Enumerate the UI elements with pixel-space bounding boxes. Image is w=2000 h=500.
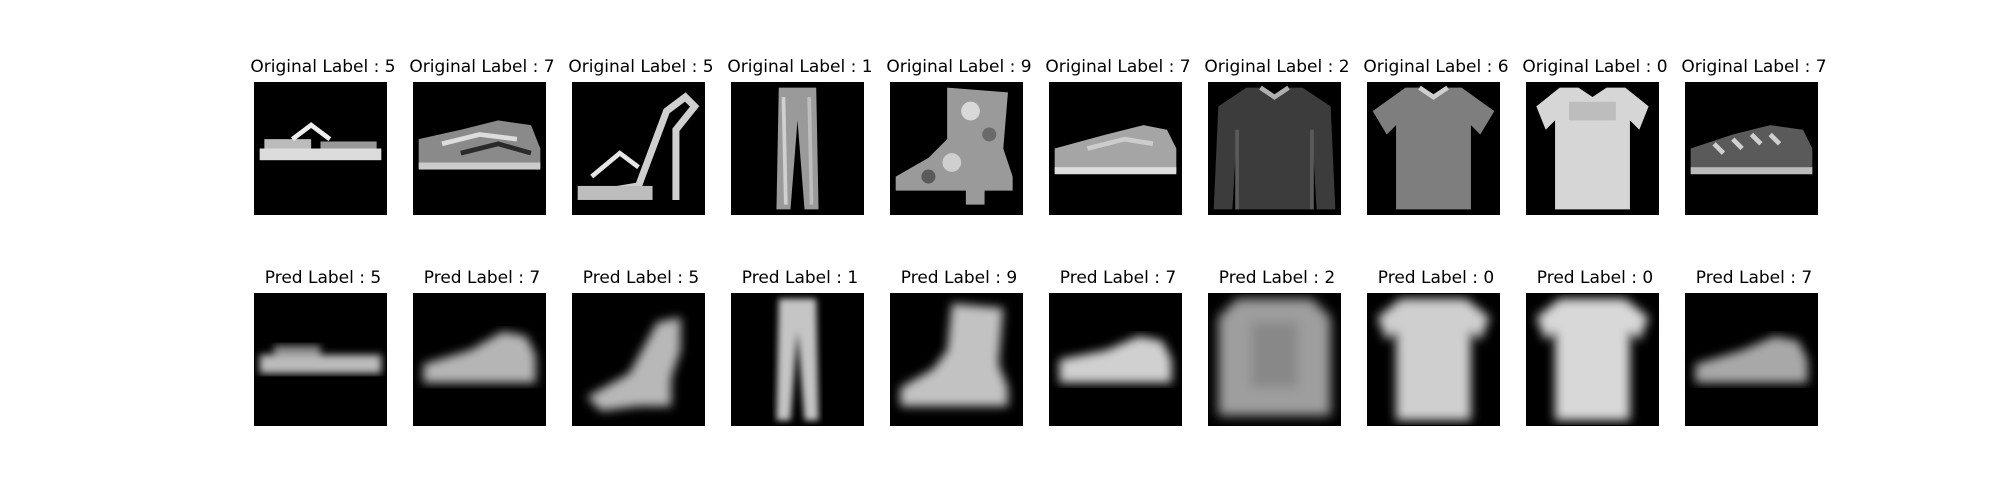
pred-title-9: Pred Label : 0 — [1536, 268, 1654, 288]
original-cell-10: Original Label : 7 — [1674, 55, 1834, 235]
pred-image-3-sandal — [572, 293, 705, 426]
original-image-7-pullover — [1208, 82, 1341, 215]
original-title-4: Original Label : 1 — [727, 57, 873, 77]
original-row: Original Label : 5 Original Label : 7 — [0, 55, 2000, 255]
original-title-5: Original Label : 9 — [886, 57, 1032, 77]
pred-row: Pred Label : 5 Pred Label : 7 Pred Label… — [0, 266, 2000, 466]
original-image-8-shirt — [1367, 82, 1500, 215]
pred-cell-3: Pred Label : 5 — [561, 266, 721, 446]
original-cell-2: Original Label : 7 — [402, 55, 562, 235]
original-title-9: Original Label : 0 — [1522, 57, 1668, 77]
pred-title-8: Pred Label : 0 — [1377, 268, 1495, 288]
pred-image-4-trouser — [731, 293, 864, 426]
original-title-6: Original Label : 7 — [1045, 57, 1191, 77]
original-image-6-sneaker — [1049, 82, 1182, 215]
original-title-2: Original Label : 7 — [409, 57, 555, 77]
original-title-3: Original Label : 5 — [568, 57, 714, 77]
original-cell-4: Original Label : 1 — [720, 55, 880, 235]
original-image-4-trouser — [731, 82, 864, 215]
pred-cell-10: Pred Label : 7 — [1674, 266, 1834, 446]
pred-cell-4: Pred Label : 1 — [720, 266, 880, 446]
original-cell-6: Original Label : 7 — [1038, 55, 1198, 235]
original-title-1: Original Label : 5 — [250, 57, 396, 77]
original-cell-1: Original Label : 5 — [243, 55, 403, 235]
pred-cell-7: Pred Label : 2 — [1197, 266, 1357, 446]
pred-image-2-sneaker — [413, 293, 546, 426]
pred-cell-6: Pred Label : 7 — [1038, 266, 1198, 446]
pred-image-7-pullover — [1208, 293, 1341, 426]
pred-image-6-sneaker — [1049, 293, 1182, 426]
pred-title-10: Pred Label : 7 — [1695, 268, 1813, 288]
original-image-9-t-shirt — [1526, 82, 1659, 215]
pred-cell-2: Pred Label : 7 — [402, 266, 562, 446]
original-cell-3: Original Label : 5 — [561, 55, 721, 235]
pred-title-7: Pred Label : 2 — [1218, 268, 1336, 288]
pred-cell-9: Pred Label : 0 — [1515, 266, 1675, 446]
pred-title-3: Pred Label : 5 — [582, 268, 700, 288]
original-title-7: Original Label : 2 — [1204, 57, 1350, 77]
original-cell-9: Original Label : 0 — [1515, 55, 1675, 235]
pred-image-10-sneaker — [1685, 293, 1818, 426]
pred-title-2: Pred Label : 7 — [423, 268, 541, 288]
pred-cell-1: Pred Label : 5 — [243, 266, 403, 446]
original-image-5-ankle-boot — [890, 82, 1023, 215]
original-image-2-sneaker — [413, 82, 546, 215]
pred-title-5: Pred Label : 9 — [900, 268, 1018, 288]
original-cell-5: Original Label : 9 — [879, 55, 1039, 235]
pred-image-1-sandal — [254, 293, 387, 426]
pred-cell-8: Pred Label : 0 — [1356, 266, 1516, 446]
original-image-1-sandal — [254, 82, 387, 215]
pred-title-6: Pred Label : 7 — [1059, 268, 1177, 288]
pred-cell-5: Pred Label : 9 — [879, 266, 1039, 446]
pred-title-1: Pred Label : 5 — [264, 268, 382, 288]
original-image-3-sandal — [572, 82, 705, 215]
pred-image-8-shirt — [1367, 293, 1500, 426]
pred-image-9-t-shirt — [1526, 293, 1659, 426]
original-title-10: Original Label : 7 — [1681, 57, 1827, 77]
original-cell-7: Original Label : 2 — [1197, 55, 1357, 235]
pred-image-5-ankle-boot — [890, 293, 1023, 426]
pred-title-4: Pred Label : 1 — [741, 268, 859, 288]
original-title-8: Original Label : 6 — [1363, 57, 1509, 77]
original-image-10-sneaker — [1685, 82, 1818, 215]
original-cell-8: Original Label : 6 — [1356, 55, 1516, 235]
